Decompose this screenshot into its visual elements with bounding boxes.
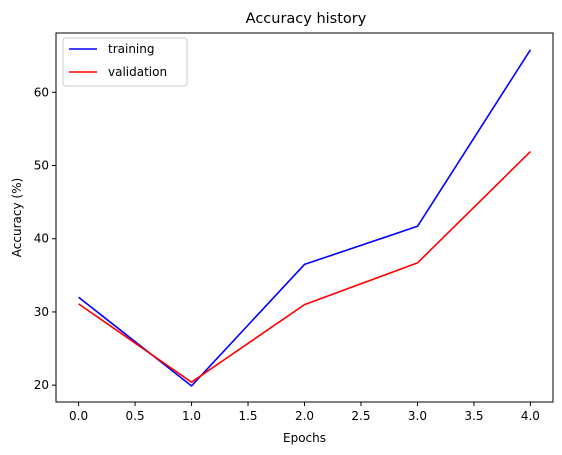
y-tick-label: 20	[34, 378, 49, 392]
legend-label-validation: validation	[108, 65, 167, 79]
x-tick-label: 1.5	[238, 409, 257, 423]
series-lines	[78, 49, 532, 387]
x-axis: 0.0 0.5 1.0 1.5 2.0 2.5 3.0 3.5 4.0	[69, 402, 540, 423]
y-tick-label: 50	[34, 159, 49, 173]
y-tick-label: 40	[34, 232, 49, 246]
x-tick-label: 0.0	[69, 409, 88, 423]
legend-label-training: training	[108, 42, 155, 56]
series-line-validation	[78, 151, 531, 384]
y-axis-label: Accuracy (%)	[10, 178, 24, 257]
x-tick-label: 0.5	[126, 409, 145, 423]
y-tick-label: 60	[34, 85, 49, 99]
y-tick-label: 30	[34, 305, 49, 319]
plot-area	[55, 32, 554, 403]
x-tick-label: 1.0	[182, 409, 201, 423]
legend-box	[62, 37, 188, 87]
x-tick-label: 4.0	[521, 409, 540, 423]
x-axis-label: Epochs	[283, 431, 326, 445]
y-axis: 20 30 40 50 60	[34, 85, 56, 392]
x-tick-label: 2.5	[351, 409, 370, 423]
x-tick-label: 3.0	[408, 409, 427, 423]
x-tick-label: 2.0	[295, 409, 314, 423]
chart-title: Accuracy history	[246, 11, 367, 27]
x-tick-label: 3.5	[464, 409, 483, 423]
legend: training validation	[62, 37, 188, 87]
